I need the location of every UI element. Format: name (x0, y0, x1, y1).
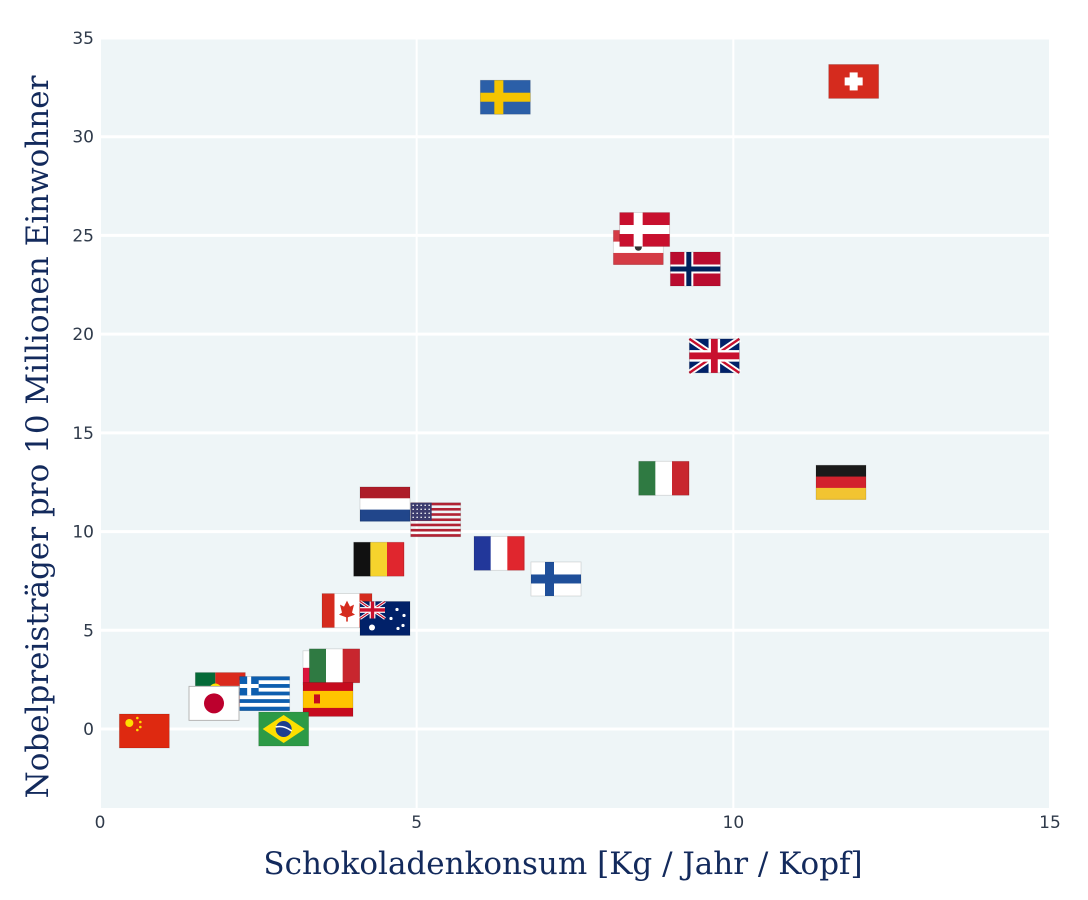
y-tick-label: 0 (83, 720, 94, 740)
y-tick-label: 15 (72, 424, 94, 444)
y-tick-label: 35 (72, 29, 94, 49)
usa-flag (410, 502, 462, 538)
y-tick-label: 25 (72, 226, 94, 246)
x-tick-label: 10 (723, 813, 745, 833)
france-flag (473, 535, 525, 571)
australia-flag (359, 600, 411, 636)
x-tick-label: 0 (95, 813, 106, 833)
japan-flag (188, 685, 240, 721)
belgium-flag (353, 541, 405, 577)
netherlands-flag (359, 486, 411, 522)
y-tick-label: 30 (72, 128, 94, 148)
data-points (118, 64, 880, 749)
y-tick-label: 10 (72, 523, 94, 543)
germany-flag (815, 464, 867, 500)
italy-flag (308, 648, 360, 684)
denmark-flag (619, 212, 671, 247)
finland-flag (530, 561, 582, 597)
brazil-flag (258, 711, 310, 747)
china-flag (118, 713, 170, 749)
y-tick-label: 20 (72, 325, 94, 345)
spain-flag (302, 682, 354, 717)
italy-flag (638, 460, 690, 496)
united-kingdom-flag (687, 336, 742, 376)
sweden-flag (479, 79, 531, 115)
x-tick-label: 5 (411, 813, 422, 833)
switzerland-flag (828, 64, 880, 99)
grid-lines (99, 36, 1051, 808)
x-tick-label: 15 (1039, 813, 1061, 833)
greece-flag (239, 676, 291, 711)
y-tick-labels: 0 5 10 15 20 25 30 35 (72, 29, 94, 740)
x-tick-labels: 0 5 10 15 (95, 813, 1061, 833)
x-axis-title: Schokoladenkonsum [Kg / Jahr / Kopf] (263, 846, 862, 882)
norway-flag (669, 251, 721, 287)
y-axis-title: Nobelpreisträger pro 10 Millionen Einwoh… (20, 75, 56, 798)
y-tick-label: 5 (83, 621, 94, 641)
